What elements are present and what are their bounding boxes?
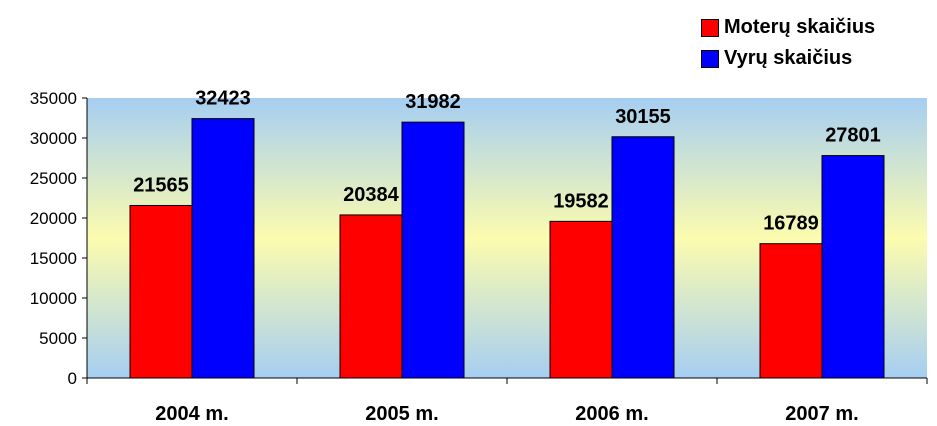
- y-tick-label: 35000: [30, 89, 77, 108]
- bars: [129, 118, 885, 379]
- legend-item-women: Moterų skaičius: [701, 14, 875, 41]
- legend-label-women: Moterų skaičius: [724, 16, 876, 38]
- bar-men: [191, 118, 255, 379]
- y-tick-label: 0: [68, 369, 77, 388]
- x-axis-ticks: [86, 378, 928, 384]
- y-tick-label: 10000: [30, 289, 77, 308]
- y-tick-label: 5000: [39, 329, 77, 348]
- bar-men: [401, 121, 465, 379]
- bar-women: [549, 220, 613, 379]
- legend-swatch-men: [701, 49, 719, 68]
- bar-men: [611, 136, 675, 379]
- data-labels: 21565 32423 20384 31982 19582 30155 16789 27801: [133, 88, 881, 235]
- legend-swatch-women: [701, 18, 719, 37]
- data-label: 32423: [195, 88, 251, 110]
- bar-women: [759, 243, 823, 379]
- data-label: 20384: [343, 184, 399, 206]
- legend-item-men: Vyrų skaičius: [701, 45, 875, 72]
- y-tick-label: 25000: [30, 169, 77, 188]
- data-label: 30155: [615, 106, 671, 128]
- category-label: 2006 m.: [575, 403, 648, 425]
- bar-women: [339, 214, 403, 379]
- category-label: 2005 m.: [365, 403, 438, 425]
- category-label: 2007 m.: [785, 403, 858, 425]
- bar-women: [129, 204, 193, 379]
- bar-men: [821, 155, 885, 379]
- y-tick-label: 15000: [30, 249, 77, 268]
- y-tick-label: 30000: [30, 129, 77, 148]
- y-axis-ticks: 0 5000 10000 15000 20000 25000 30000 35000: [30, 89, 87, 388]
- data-label: 21565: [133, 174, 189, 196]
- legend-label-men: Vyrų skaičius: [724, 47, 853, 69]
- legend: Moterų skaičius Vyrų skaičius: [701, 14, 875, 76]
- data-label: 16789: [763, 213, 819, 235]
- data-label: 19582: [553, 190, 609, 212]
- category-label: 2004 m.: [155, 403, 228, 425]
- data-label: 31982: [405, 91, 461, 113]
- data-label: 27801: [825, 125, 881, 147]
- category-labels: 2004 m. 2005 m. 2006 m. 2007 m.: [155, 403, 858, 425]
- y-tick-label: 20000: [30, 209, 77, 228]
